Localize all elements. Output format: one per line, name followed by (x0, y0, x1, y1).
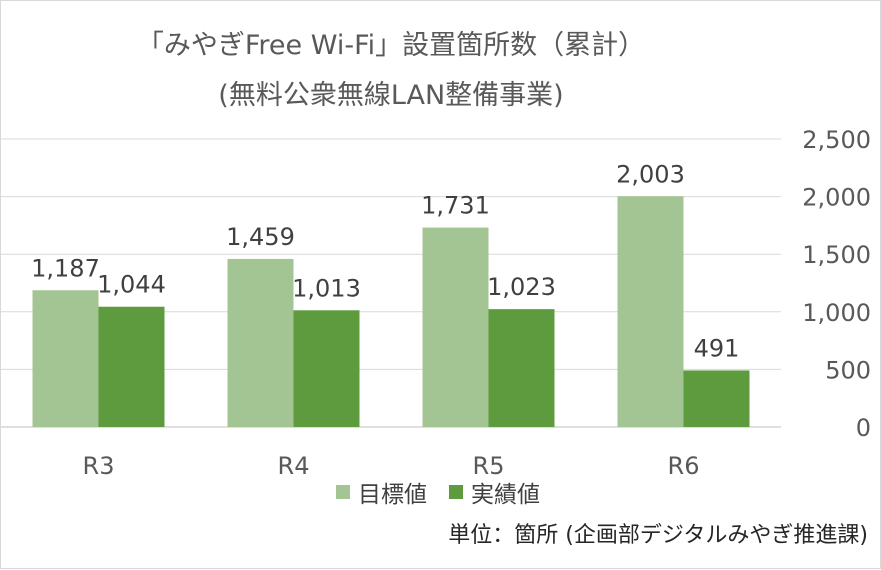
unit-source-note: 単位：箇所 (企画部デジタルみやぎ推進課) (448, 523, 868, 548)
chart-subtitle: (無料公衆無線LAN整備事業) (218, 80, 564, 111)
legend-label-target: 目標値 (358, 482, 427, 508)
bar-target (227, 258, 294, 427)
bar-actual (488, 309, 555, 427)
data-label: 1,731 (421, 192, 490, 220)
y-tick-label: 2,000 (802, 184, 871, 212)
bar-actual (683, 370, 750, 427)
legend-item-actual: 実績値 (449, 475, 540, 509)
x-tick-label: R4 (278, 452, 310, 480)
x-tick-label: R5 (473, 452, 505, 480)
y-tick-label: 500 (825, 356, 871, 384)
bar-target (32, 290, 99, 427)
legend-swatch-target (336, 485, 350, 499)
x-tick-label: R6 (668, 452, 700, 480)
data-label: 1,187 (31, 254, 100, 282)
y-tick-label: 1,000 (802, 299, 871, 327)
y-tick-label: 0 (856, 414, 871, 442)
data-label: 2,003 (616, 160, 685, 188)
data-label: 491 (694, 334, 740, 362)
legend-label-actual: 実績値 (471, 482, 540, 508)
bar-target (422, 227, 489, 427)
data-label: 1,013 (292, 274, 361, 302)
data-label: 1,023 (487, 273, 556, 301)
bar-actual (98, 306, 165, 427)
data-label: 1,459 (226, 223, 295, 251)
bar-target (617, 196, 684, 427)
bar-actual (293, 310, 360, 427)
y-tick-label: 1,500 (802, 241, 871, 269)
x-tick-label: R3 (83, 452, 115, 480)
legend-swatch-actual (449, 485, 463, 499)
y-tick-label: 2,500 (802, 126, 871, 154)
data-label: 1,044 (97, 271, 166, 299)
legend-item-target: 目標値 (336, 475, 427, 509)
chart-title: 「みやぎFree Wi-Fi」設置箇所数（累計） (136, 30, 646, 61)
legend: 目標値 実績値 (336, 475, 540, 509)
